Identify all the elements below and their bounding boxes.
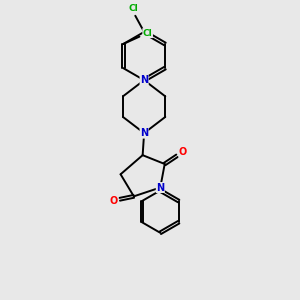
Text: N: N — [156, 182, 164, 193]
Text: N: N — [140, 75, 148, 85]
Text: O: O — [179, 147, 187, 157]
Text: Cl: Cl — [129, 4, 139, 13]
Text: O: O — [110, 196, 118, 206]
Text: N: N — [140, 128, 148, 138]
Text: Cl: Cl — [143, 28, 152, 38]
